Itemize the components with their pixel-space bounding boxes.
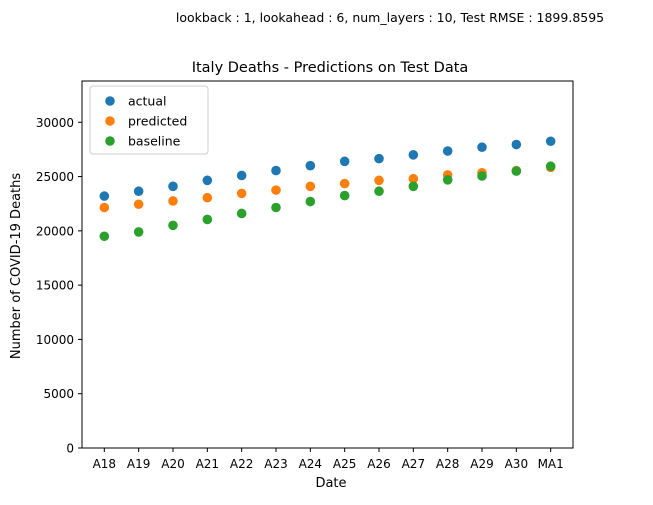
x-tick-label: A20: [161, 457, 184, 471]
point-predicted: [202, 192, 213, 203]
y-tick-label: 20000: [36, 224, 74, 238]
legend-marker-baseline: [105, 136, 115, 146]
x-tick-label: A28: [436, 457, 459, 471]
point-actual: [305, 160, 316, 171]
point-baseline: [545, 161, 556, 172]
legend-label-predicted: predicted: [128, 114, 187, 129]
series-actual: [99, 136, 556, 201]
x-tick-label: A29: [470, 457, 493, 471]
y-tick-label: 0: [66, 442, 74, 456]
point-baseline: [168, 220, 178, 231]
point-actual: [339, 156, 350, 167]
x-tick-label: A18: [93, 457, 116, 471]
point-baseline: [99, 231, 110, 242]
point-actual: [374, 153, 384, 164]
y-tick-label: 25000: [36, 170, 74, 184]
x-tick-label: A26: [367, 457, 390, 471]
point-baseline: [408, 181, 419, 192]
chart-title: Italy Deaths - Predictions on Test Data: [192, 60, 469, 76]
point-predicted: [305, 181, 316, 192]
y-tick-label: 5000: [43, 387, 74, 401]
y-tick-label: 30000: [36, 116, 74, 130]
x-axis-label: Date: [315, 476, 346, 491]
point-baseline: [305, 196, 316, 207]
y-tick-label: 15000: [36, 279, 74, 293]
point-predicted: [271, 185, 281, 195]
point-actual: [442, 146, 453, 156]
point-actual: [236, 170, 247, 181]
axes-frame: [81, 80, 574, 449]
legend-label-baseline: baseline: [128, 134, 181, 149]
legend-label-actual: actual: [128, 94, 167, 109]
data-points: [99, 136, 556, 242]
point-predicted: [168, 196, 178, 206]
point-baseline: [374, 186, 384, 197]
point-actual: [408, 150, 419, 160]
legend-box: [89, 85, 209, 155]
x-tick-label: MA1: [538, 457, 564, 471]
x-axis-ticks: A18 A19 A20 A21 A22 A23 A24 A25 A26 A27 A28 A29 A30 M…: [93, 448, 564, 471]
point-actual: [511, 139, 522, 150]
x-tick-label: A25: [333, 457, 356, 471]
point-baseline: [339, 190, 350, 201]
point-baseline: [442, 175, 453, 185]
x-tick-label: A24: [299, 457, 322, 471]
point-actual: [477, 142, 487, 153]
x-tick-label: A27: [402, 457, 425, 471]
legend-marker-predicted: [105, 116, 115, 126]
chart-suptitle: lookback : 1, lookahead : 6, num_layers …: [176, 10, 604, 25]
series-baseline: [99, 161, 556, 242]
point-predicted: [339, 178, 350, 189]
point-baseline: [202, 214, 213, 225]
x-tick-label: A21: [196, 457, 219, 471]
y-axis-ticks: 0 5000 10000 15000 20000 25000 30000: [36, 116, 82, 456]
legend: actual predicted baseline: [89, 85, 209, 155]
point-predicted: [374, 175, 384, 186]
point-actual: [271, 165, 281, 176]
point-actual: [99, 191, 110, 201]
x-tick-label: A22: [230, 457, 253, 471]
point-actual: [202, 175, 213, 186]
point-actual: [168, 181, 178, 192]
y-axis-label: Number of COVID-19 Deaths: [9, 173, 24, 360]
x-tick-label: A19: [127, 457, 150, 471]
point-actual: [133, 186, 144, 197]
y-tick-label: 10000: [36, 333, 74, 347]
x-tick-label: A30: [505, 457, 528, 471]
legend-marker-actual: [105, 96, 115, 106]
point-predicted: [99, 202, 110, 213]
plot-area-border: [81, 80, 574, 449]
series-predicted: [99, 162, 556, 213]
point-baseline: [271, 202, 281, 213]
point-baseline: [511, 166, 522, 176]
point-baseline: [236, 208, 247, 219]
point-baseline: [133, 227, 144, 237]
point-baseline: [477, 171, 487, 181]
x-tick-label: A23: [264, 457, 287, 471]
point-actual: [545, 136, 556, 147]
point-predicted: [236, 188, 247, 199]
point-predicted: [133, 199, 144, 210]
point-predicted: [408, 173, 419, 184]
